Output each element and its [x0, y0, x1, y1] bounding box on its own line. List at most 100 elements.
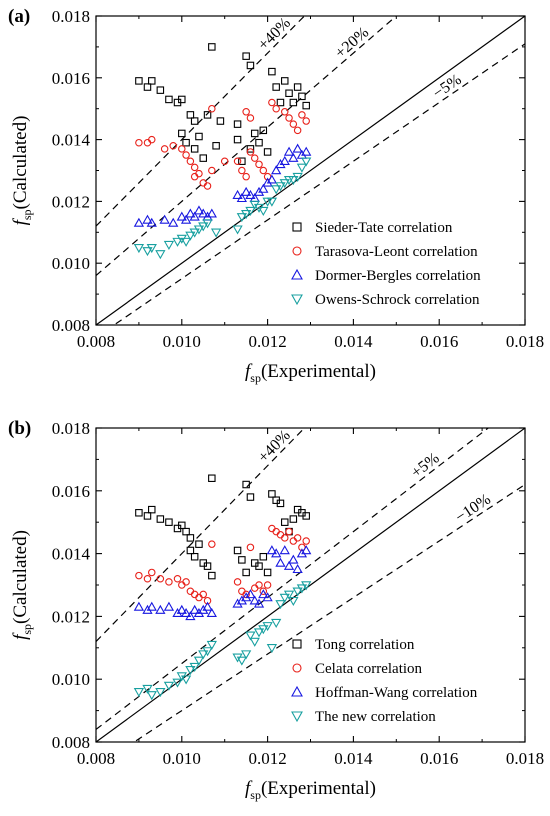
data-point	[279, 155, 290, 165]
x-tick-label: 0.016	[420, 332, 458, 351]
data-point	[206, 640, 217, 650]
data-point	[276, 499, 285, 508]
data-point	[292, 587, 303, 597]
data-point	[165, 95, 173, 104]
x-axis-title-rest: (Experimental)	[261, 361, 376, 382]
data-point	[178, 521, 186, 530]
data-point	[241, 210, 252, 220]
data-point	[249, 637, 260, 647]
data-point	[189, 662, 200, 672]
data-point	[259, 552, 268, 561]
data-point	[142, 604, 153, 614]
data-point	[232, 598, 243, 608]
data-point	[301, 581, 312, 591]
data-point	[302, 101, 310, 110]
data-point	[208, 166, 216, 175]
y-axis-title-sub: sp	[20, 624, 34, 635]
data-point	[198, 222, 209, 232]
data-point	[296, 163, 308, 173]
data-point	[236, 595, 248, 605]
y-axis-title-sub: sp	[20, 209, 34, 220]
data-point	[190, 552, 199, 561]
data-point	[258, 183, 269, 193]
data-point	[279, 593, 290, 603]
data-point	[186, 157, 195, 165]
data-point	[249, 200, 260, 210]
reference-lines	[96, 428, 525, 742]
data-point	[241, 650, 252, 660]
data-point	[142, 214, 153, 224]
data-point	[203, 596, 212, 605]
data-point	[190, 145, 199, 153]
data-point	[272, 104, 280, 113]
series-triangle-down	[133, 157, 312, 260]
data-point	[142, 684, 153, 694]
x-tick-label: 0.018	[506, 749, 544, 768]
data-point	[291, 685, 303, 697]
reference-line	[113, 43, 525, 325]
data-point	[250, 154, 259, 162]
data-point	[135, 77, 143, 85]
data-point	[302, 537, 310, 545]
data-point	[176, 672, 187, 682]
reference-line-label: +5%	[408, 450, 442, 482]
data-point	[249, 595, 260, 605]
data-point	[199, 590, 208, 599]
data-point	[216, 117, 225, 125]
y-tick-label: 0.012	[52, 607, 90, 626]
data-point	[203, 562, 212, 570]
data-point	[246, 148, 255, 156]
data-point	[185, 666, 196, 676]
data-point	[288, 152, 299, 162]
legend: Tong correlation Celata correlation Hoffma…	[291, 637, 478, 725]
x-axis-title-rest: (Experimental)	[261, 778, 376, 799]
data-point	[245, 189, 256, 199]
data-point	[172, 237, 183, 247]
data-point	[180, 675, 192, 685]
data-point	[163, 601, 175, 611]
data-point	[292, 663, 302, 673]
y-axis-title-main: f	[10, 632, 31, 640]
data-point	[292, 143, 303, 153]
data-point	[271, 185, 282, 195]
data-point	[275, 557, 286, 567]
data-point	[253, 598, 265, 608]
data-point	[190, 163, 199, 172]
x-axis-title-sub: sp	[250, 788, 261, 802]
y-axis-title: fsp(Calculated)	[10, 116, 34, 226]
data-point	[246, 145, 255, 153]
data-point	[292, 246, 302, 256]
data-point	[178, 145, 186, 153]
x-tick-label: 0.008	[77, 749, 115, 768]
series-circle	[135, 98, 310, 190]
data-point	[172, 678, 183, 688]
data-point	[180, 214, 192, 224]
data-point	[182, 138, 190, 147]
data-point	[246, 114, 255, 122]
y-tick-label: 0.016	[52, 69, 90, 88]
data-point	[208, 43, 216, 51]
data-point	[288, 554, 299, 564]
x-tick-label: 0.018	[506, 332, 544, 351]
data-point	[180, 237, 192, 247]
data-point	[156, 515, 165, 523]
data-point	[193, 656, 205, 666]
data-point	[241, 186, 252, 196]
data-point	[283, 560, 295, 570]
data-point	[198, 604, 209, 614]
data-point	[293, 126, 302, 135]
x-axis-title-main: f	[245, 361, 253, 382]
x-axis-title-main: f	[245, 778, 253, 799]
data-point	[245, 206, 256, 216]
y-axis-title: fsp(Calculated)	[10, 530, 34, 640]
data-point	[236, 213, 248, 223]
data-point	[275, 159, 286, 169]
data-point	[275, 600, 286, 610]
data-point	[193, 205, 205, 215]
x-tick-label: 0.010	[163, 332, 201, 351]
reference-line	[133, 484, 525, 742]
data-point	[301, 157, 312, 167]
reference-line	[96, 428, 490, 730]
data-point	[253, 628, 265, 638]
data-point	[236, 192, 248, 203]
